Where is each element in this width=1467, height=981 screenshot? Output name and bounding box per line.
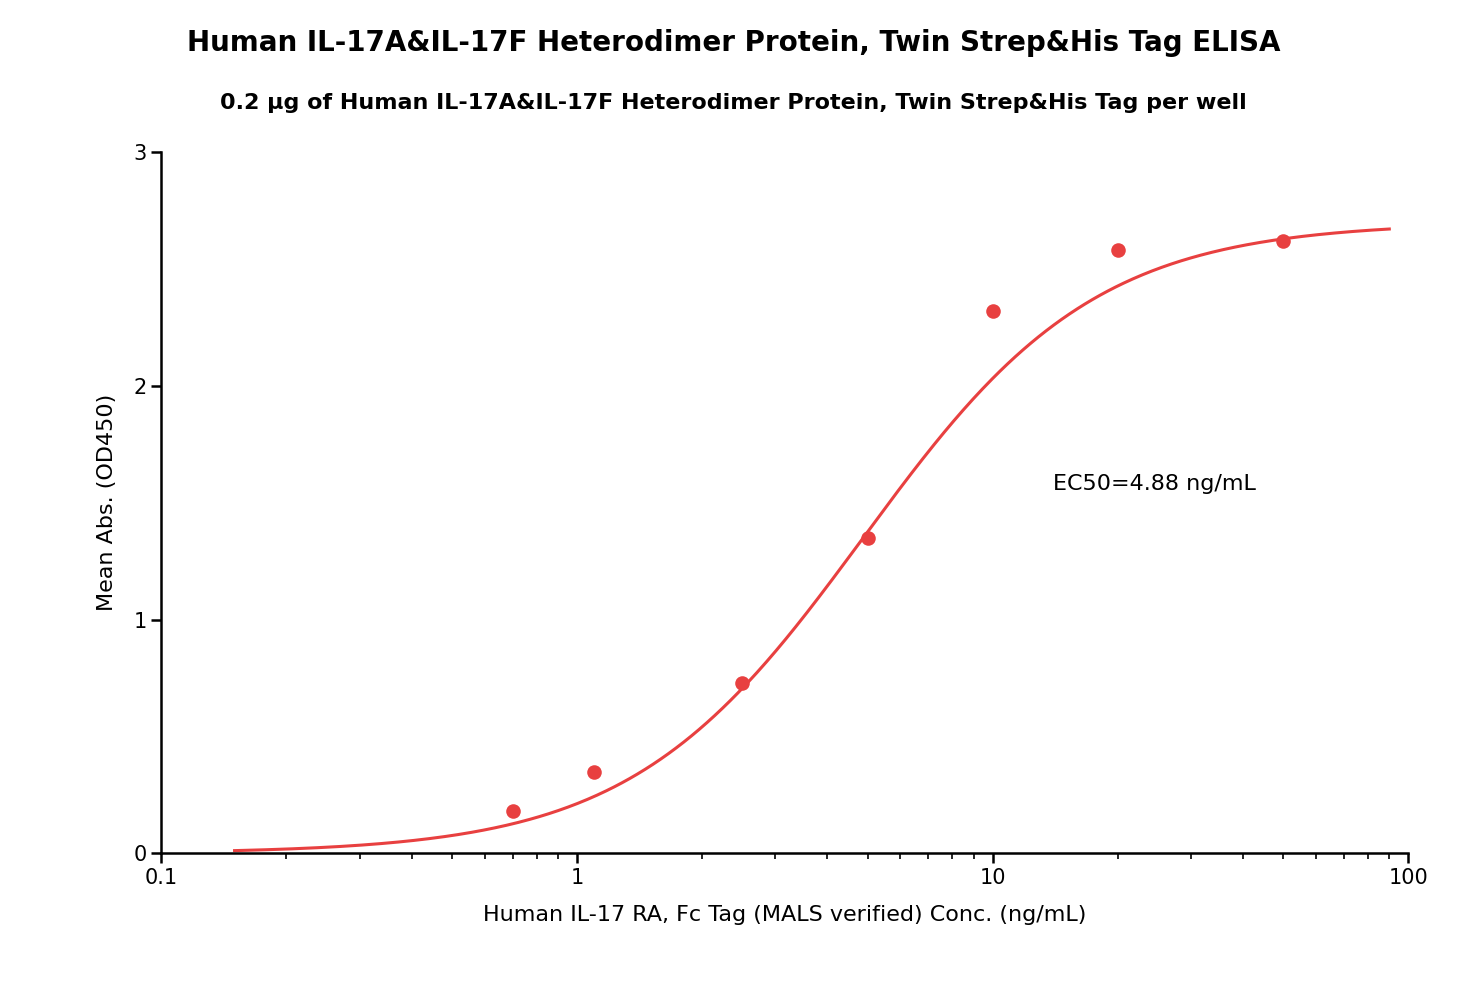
X-axis label: Human IL-17 RA, Fc Tag (MALS verified) Conc. (ng/mL): Human IL-17 RA, Fc Tag (MALS verified) C… — [483, 904, 1087, 925]
Text: Human IL-17A&IL-17F Heterodimer Protein, Twin Strep&His Tag ELISA: Human IL-17A&IL-17F Heterodimer Protein,… — [186, 29, 1281, 58]
Point — [981, 303, 1005, 319]
Point — [582, 764, 606, 780]
Point — [500, 803, 524, 819]
Text: 0.2 μg of Human IL-17A&IL-17F Heterodimer Protein, Twin Strep&His Tag per well: 0.2 μg of Human IL-17A&IL-17F Heterodime… — [220, 93, 1247, 113]
Y-axis label: Mean Abs. (OD450): Mean Abs. (OD450) — [97, 394, 117, 611]
Point — [855, 530, 879, 545]
Point — [731, 675, 754, 691]
Point — [1106, 242, 1130, 258]
Text: EC50=4.88 ng/mL: EC50=4.88 ng/mL — [1053, 474, 1256, 494]
Point — [1272, 233, 1295, 249]
